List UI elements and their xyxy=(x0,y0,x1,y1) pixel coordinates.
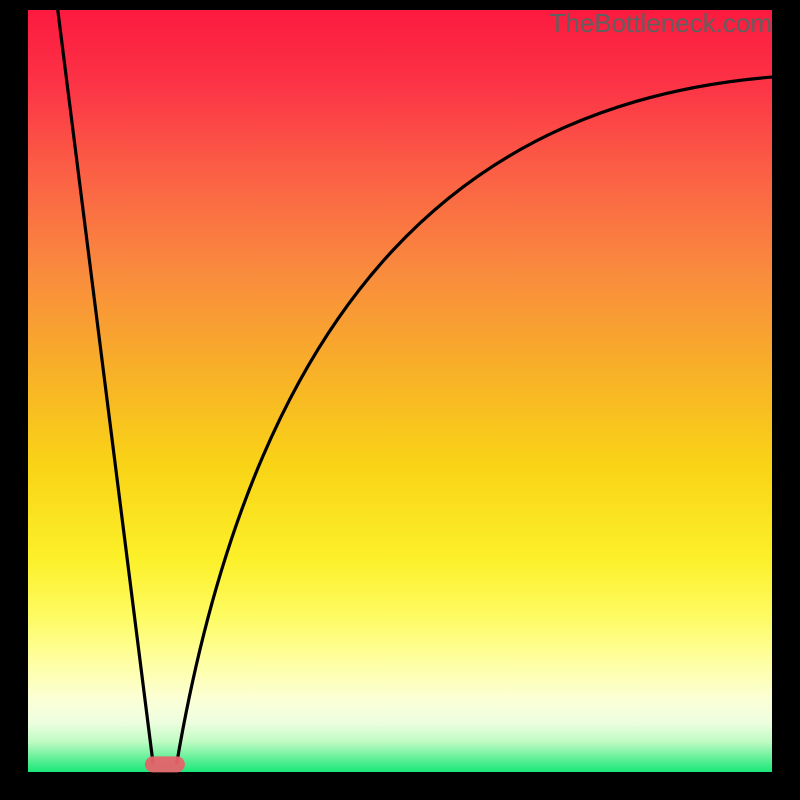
curve-layer xyxy=(28,10,772,772)
bottleneck-curve-left xyxy=(58,10,153,763)
optimal-marker xyxy=(145,756,185,772)
bottleneck-curve-right xyxy=(177,77,772,763)
watermark-text: TheBottleneck.com xyxy=(549,8,772,39)
plot-area xyxy=(28,10,772,772)
chart-frame: TheBottleneck.com xyxy=(0,0,800,800)
